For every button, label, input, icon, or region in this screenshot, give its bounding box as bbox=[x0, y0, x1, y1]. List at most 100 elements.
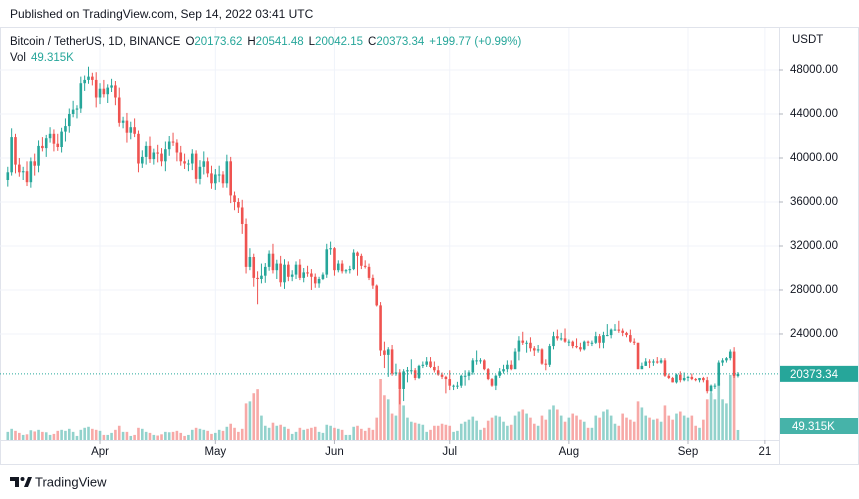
candle-body bbox=[294, 264, 298, 275]
x-tick-label: Aug bbox=[559, 446, 579, 458]
volume-bar bbox=[598, 417, 601, 440]
candle-body bbox=[313, 276, 317, 284]
candle-body bbox=[183, 161, 186, 164]
candle-body bbox=[648, 361, 651, 363]
volume-bar bbox=[129, 435, 133, 440]
volume-bar bbox=[144, 431, 148, 440]
candle-body bbox=[513, 351, 517, 370]
candle-body bbox=[690, 376, 694, 380]
volume-bar bbox=[629, 419, 632, 440]
candle-body bbox=[302, 272, 306, 278]
volume-bar bbox=[621, 413, 624, 440]
volume-bar bbox=[83, 427, 86, 440]
last-price-label: 20373.34 bbox=[790, 369, 839, 381]
last-volume-box bbox=[780, 418, 858, 434]
candle-body bbox=[417, 365, 421, 378]
candle-body bbox=[21, 171, 25, 173]
candle-body bbox=[390, 349, 394, 374]
candle-body bbox=[283, 264, 286, 283]
candle-body bbox=[144, 145, 148, 157]
candle-body bbox=[71, 109, 75, 115]
low-label: L bbox=[309, 36, 316, 48]
volume-title: Vol bbox=[10, 52, 26, 64]
candle-body bbox=[110, 85, 113, 88]
volume-bar bbox=[179, 432, 183, 440]
volume-bar bbox=[171, 431, 175, 440]
candle-body bbox=[348, 269, 352, 271]
volume-bar bbox=[713, 399, 717, 440]
candle-body bbox=[37, 145, 40, 166]
candle-body bbox=[210, 173, 213, 184]
volume-bar bbox=[679, 411, 682, 440]
volume-bar bbox=[506, 425, 509, 440]
volume-bar bbox=[406, 417, 409, 440]
candle-body bbox=[298, 264, 302, 278]
candle-body bbox=[682, 377, 686, 381]
volume-bar bbox=[229, 423, 232, 440]
candle-body bbox=[479, 360, 482, 362]
volume-bar bbox=[198, 428, 202, 440]
volume-bar bbox=[340, 429, 344, 440]
volume-bar bbox=[206, 430, 209, 440]
volume-bar bbox=[452, 431, 455, 440]
candle-body bbox=[621, 330, 624, 333]
y-tick-label: 28000.00 bbox=[790, 284, 838, 296]
ohlc-legend: Bitcoin / TetherUS, 1D, BINANCE O20173.62… bbox=[10, 36, 522, 48]
volume-bar bbox=[433, 425, 436, 440]
volume-bar bbox=[148, 432, 152, 440]
candle-body bbox=[29, 161, 33, 183]
candle-body bbox=[60, 131, 63, 148]
candle-body bbox=[667, 375, 671, 378]
close-value: 20373.34 bbox=[376, 36, 425, 48]
candle-body bbox=[171, 141, 175, 143]
candle-body bbox=[237, 201, 240, 208]
volume-bar bbox=[390, 413, 394, 440]
volume-bar bbox=[94, 429, 98, 440]
volume-bar bbox=[114, 429, 117, 440]
volume-bar bbox=[25, 434, 29, 440]
candle-body bbox=[679, 374, 682, 381]
volume-bar bbox=[137, 427, 140, 440]
x-tick-label: Jul bbox=[442, 446, 457, 458]
candle-body bbox=[659, 360, 663, 363]
candle-body bbox=[217, 174, 221, 176]
candle-body bbox=[48, 133, 52, 139]
candle-body bbox=[702, 377, 705, 381]
candle-body bbox=[444, 376, 448, 380]
volume-bar bbox=[671, 419, 674, 440]
candle-body bbox=[509, 364, 513, 370]
candle-body bbox=[529, 342, 532, 349]
volume-bar bbox=[490, 417, 494, 440]
volume-bar bbox=[317, 431, 321, 440]
volume-bar bbox=[652, 419, 655, 440]
volume-bar bbox=[594, 415, 598, 440]
candle-body bbox=[717, 362, 721, 386]
volume-bar bbox=[14, 430, 17, 440]
volume-bar bbox=[513, 415, 517, 440]
change-value: +199.77 (+0.99%) bbox=[429, 36, 521, 48]
volume-bar bbox=[682, 415, 686, 440]
candle-body bbox=[629, 335, 632, 342]
volume-bar bbox=[702, 419, 705, 440]
volume-bar bbox=[6, 431, 10, 440]
candle-body bbox=[563, 338, 567, 342]
volume-bar bbox=[732, 372, 736, 440]
candle-body bbox=[233, 195, 236, 202]
candle-body bbox=[617, 329, 621, 331]
candle-body bbox=[575, 346, 578, 348]
volume-bar bbox=[79, 429, 83, 440]
volume-bar bbox=[167, 432, 171, 440]
volume-legend: Vol 49.315K bbox=[10, 52, 74, 64]
volume-bar bbox=[398, 389, 402, 440]
candle-body bbox=[579, 347, 582, 350]
volume-bar bbox=[283, 426, 286, 440]
candle-body bbox=[728, 351, 732, 359]
volume-bar bbox=[548, 409, 551, 440]
volume-bar bbox=[494, 415, 498, 440]
volume-bar bbox=[725, 403, 728, 440]
volume-bar bbox=[21, 434, 25, 440]
candle-body bbox=[459, 375, 463, 386]
volume-bar bbox=[41, 431, 44, 440]
volume-bar bbox=[18, 432, 21, 440]
candle-body bbox=[248, 256, 252, 267]
